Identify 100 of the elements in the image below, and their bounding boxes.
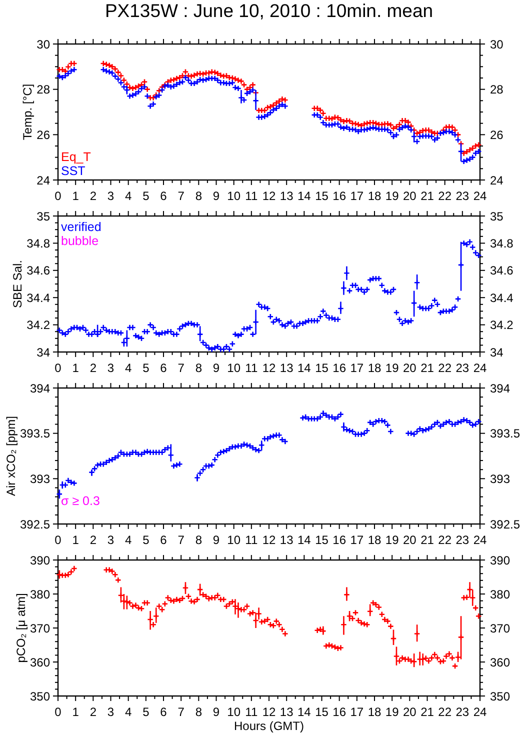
x-tick-label: 12 [262,189,276,203]
x-tick-label: 24 [473,361,487,375]
y-tick-label: 34.8 [26,236,50,250]
x-tick-label: 13 [280,533,294,547]
y-tick-label: 360 [30,655,50,670]
x-tick-label: 2 [90,189,97,203]
x-tick-label: 10 [227,705,241,719]
y2-tick-label: 350 [490,689,510,704]
x-tick-label: 10 [227,533,241,547]
x-tick-label: 20 [402,189,417,203]
y-tick-label: 394 [30,381,50,396]
annotation: bubble [61,234,99,248]
x-tick-label: 11 [245,361,258,375]
x-tick-label: 17 [350,361,364,375]
y-tick-label: 30 [36,37,50,52]
x-tick-label: 10 [227,189,241,203]
x-tick-label: 16 [332,533,346,547]
y-tick-label: 370 [30,621,50,636]
y2-tick-label: 34.6 [490,264,514,278]
x-tick-label: 14 [297,533,312,547]
x-tick-label: 1 [72,533,80,547]
x-tick-label: 18 [368,361,382,375]
x-tick-label: 8 [195,361,202,375]
y-tick-label: 34.2 [26,318,50,332]
x-tick-label: 19 [385,189,400,203]
x-tick-label: 18 [368,705,382,719]
y-tick-label: 34.4 [26,290,50,305]
x-tick-label: 22 [438,189,452,203]
x-tick-label: 23 [456,189,470,203]
x-tick-label: 14 [297,361,312,375]
x-tick-label: 17 [350,189,364,203]
x-tick-label: 22 [438,361,452,375]
x-tick-label: 5 [142,189,150,203]
x-tick-label: 18 [368,533,382,547]
x-tick-label: 0 [54,361,62,375]
x-tick-label: 23 [456,705,470,719]
x-tick-label: 23 [456,533,470,547]
x-tick-label: 8 [195,189,202,203]
x-tick-label: 7 [178,533,185,547]
x-tick-label: 11 [245,533,258,547]
y2-tick-label: 28 [490,82,504,97]
y2-tick-label: 34.4 [490,290,514,305]
x-tick-label: 17 [350,705,364,719]
y-tick-label: 35 [36,209,50,224]
y-tick-label: 392.5 [20,517,50,532]
x-tick-label: 3 [107,705,114,719]
y2-tick-label: 26 [490,128,504,142]
x-tick-label: 9 [212,189,220,203]
x-tick-label: 0 [54,189,62,203]
x-tick-label: 14 [297,705,312,719]
x-tick-label: 18 [368,189,382,203]
x-tick-label: 21 [420,189,434,203]
y2-tick-label: 360 [490,655,510,670]
x-tick-label: 1 [72,189,80,203]
x-tick-label: 6 [160,189,168,203]
x-tick-label: 22 [438,533,452,547]
x-tick-label: 21 [420,533,434,547]
y-tick-label: 350 [30,689,50,704]
y2-tick-label: 370 [490,621,510,636]
x-tick-label: 5 [142,533,150,547]
x-tick-label: 7 [178,705,185,719]
x-tick-label: 24 [473,189,487,203]
x-tick-label: 4 [124,533,132,547]
y2-tick-label: 394 [490,381,510,396]
x-tick-label: 15 [315,705,329,719]
x-tick-label: 15 [315,189,329,203]
y2-tick-label: 35 [490,209,504,224]
x-tick-label: 0 [54,705,62,719]
x-tick-label: 20 [402,533,417,547]
x-tick-label: 20 [402,705,417,719]
x-tick-label: 19 [385,705,400,719]
x-tick-label: 11 [245,705,258,719]
x-tick-label: 4 [124,189,132,203]
y-tick-label: 393 [30,472,50,486]
x-tick-label: 12 [262,533,276,547]
y-tick-label: 390 [30,553,50,568]
x-tick-label: 5 [142,705,150,719]
x-tick-label: 12 [262,361,276,375]
y2-tick-label: 34.8 [490,236,514,250]
y-axis-title: Air xCO₂ [ppm] [4,416,18,496]
x-tick-label: 19 [385,533,400,547]
y2-tick-label: 34 [490,345,504,360]
x-tick-label: 1 [72,705,80,719]
x-tick-label: 20 [402,361,417,375]
x-tick-label: 8 [195,705,202,719]
x-tick-label: 24 [473,705,487,719]
x-tick-label: 13 [280,189,294,203]
x-tick-label: 9 [212,705,220,719]
x-tick-label: 17 [350,533,364,547]
x-tick-label: 2 [90,361,97,375]
x-tick-label: 6 [160,533,168,547]
annotation: σ ≥ 0.3 [61,494,100,508]
x-tick-label: 21 [420,705,434,719]
x-tick-label: 9 [212,533,220,547]
x-tick-label: 4 [124,705,132,719]
x-tick-label: 16 [332,189,346,203]
x-tick-label: 13 [280,361,294,375]
x-tick-label: 23 [456,361,470,375]
x-tick-label: 24 [473,533,487,547]
y-tick-label: 24 [36,173,50,188]
